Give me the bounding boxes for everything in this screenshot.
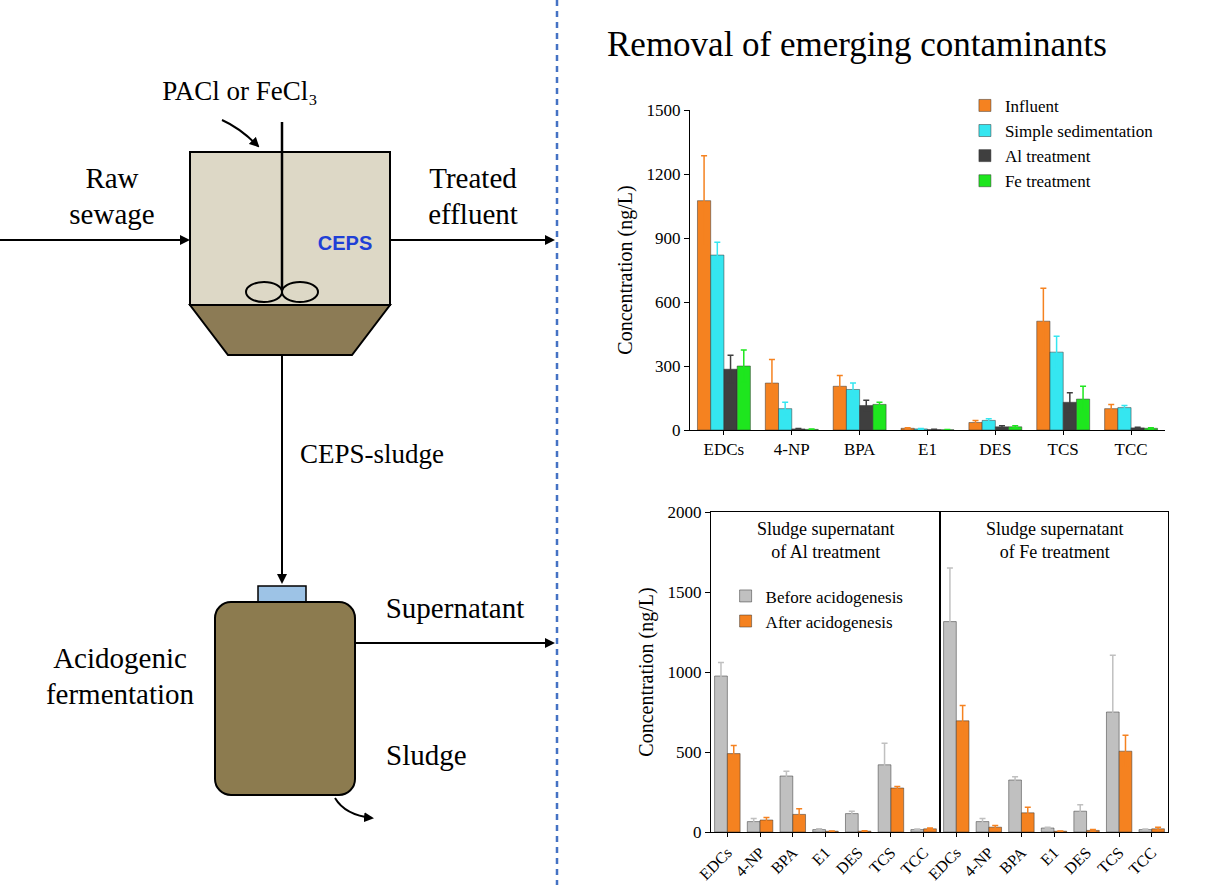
svg-text:DES: DES bbox=[979, 440, 1011, 459]
svg-text:Sludge: Sludge bbox=[386, 739, 467, 771]
svg-text:CEPS-sludge: CEPS-sludge bbox=[300, 439, 444, 469]
svg-text:After acidogenesis: After acidogenesis bbox=[766, 613, 893, 632]
svg-text:4-NP: 4-NP bbox=[774, 440, 810, 459]
svg-text:4-NP: 4-NP bbox=[732, 844, 768, 880]
svg-text:PACl or FeCl₃: PACl or FeCl₃ bbox=[162, 76, 317, 106]
svg-text:Treated: Treated bbox=[429, 162, 517, 194]
svg-text:fermentation: fermentation bbox=[46, 678, 195, 710]
svg-text:DES: DES bbox=[833, 844, 866, 877]
svg-text:Removal of emerging contaminan: Removal of emerging contaminants bbox=[607, 25, 1107, 64]
svg-text:900: 900 bbox=[655, 229, 681, 248]
svg-text:500: 500 bbox=[676, 743, 702, 762]
svg-text:1500: 1500 bbox=[647, 101, 681, 120]
svg-text:TCS: TCS bbox=[866, 844, 899, 877]
svg-text:0: 0 bbox=[672, 421, 681, 440]
svg-text:Sludge supernatantof Al treatm: Sludge supernatantof Al treatment bbox=[757, 519, 894, 562]
svg-text:Simple sedimentation: Simple sedimentation bbox=[1005, 122, 1153, 141]
svg-text:BPA: BPA bbox=[996, 844, 1029, 877]
svg-text:Al treatment: Al treatment bbox=[1005, 147, 1091, 166]
svg-text:Influent: Influent bbox=[1005, 97, 1059, 116]
svg-text:0: 0 bbox=[693, 823, 702, 842]
svg-text:DES: DES bbox=[1061, 844, 1094, 877]
svg-text:BPA: BPA bbox=[768, 844, 801, 877]
svg-text:2000: 2000 bbox=[668, 503, 702, 522]
svg-text:sewage: sewage bbox=[69, 198, 154, 230]
svg-text:TCC: TCC bbox=[1115, 440, 1148, 459]
svg-text:EDCs: EDCs bbox=[696, 844, 735, 883]
svg-text:Acidogenic: Acidogenic bbox=[53, 642, 187, 674]
svg-text:effluent: effluent bbox=[428, 198, 518, 230]
svg-text:E1: E1 bbox=[918, 440, 937, 459]
svg-text:BPA: BPA bbox=[844, 440, 876, 459]
svg-text:E1: E1 bbox=[1037, 844, 1062, 869]
svg-text:1200: 1200 bbox=[647, 165, 681, 184]
svg-text:Concentration (ng/L): Concentration (ng/L) bbox=[614, 185, 637, 354]
svg-text:Raw: Raw bbox=[85, 162, 138, 194]
svg-text:TCS: TCS bbox=[1094, 844, 1127, 877]
svg-text:Sludge supernatantof Fe treatm: Sludge supernatantof Fe treatment bbox=[986, 519, 1123, 562]
svg-text:TCC: TCC bbox=[1125, 844, 1159, 878]
svg-text:4-NP: 4-NP bbox=[961, 844, 997, 880]
svg-text:1000: 1000 bbox=[668, 663, 702, 682]
svg-text:Before acidogenesis: Before acidogenesis bbox=[766, 588, 903, 607]
svg-text:EDCs: EDCs bbox=[704, 440, 745, 459]
svg-text:Supernatant: Supernatant bbox=[386, 592, 525, 624]
svg-text:1500: 1500 bbox=[668, 583, 702, 602]
svg-text:TCC: TCC bbox=[897, 844, 931, 878]
svg-text:E1: E1 bbox=[809, 844, 834, 869]
svg-text:CEPS: CEPS bbox=[318, 232, 372, 254]
svg-text:Concentration (ng/L): Concentration (ng/L) bbox=[635, 587, 658, 756]
svg-text:600: 600 bbox=[655, 293, 681, 312]
svg-text:Fe treatment: Fe treatment bbox=[1005, 172, 1091, 191]
svg-text:300: 300 bbox=[655, 357, 681, 376]
svg-text:TCS: TCS bbox=[1048, 440, 1079, 459]
svg-text:EDCs: EDCs bbox=[925, 844, 964, 883]
